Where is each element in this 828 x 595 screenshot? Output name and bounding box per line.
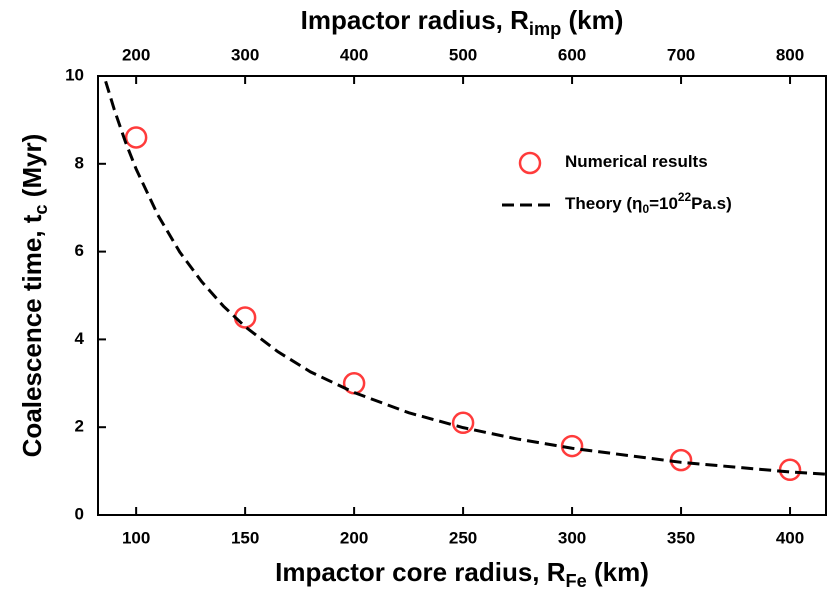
data-point <box>233 306 257 329</box>
x-axis-title-part: (km) <box>587 557 649 587</box>
legend-label-part: Numerical results <box>565 152 708 171</box>
x-tick-label: 350 <box>667 528 695 547</box>
y-tick-label: 8 <box>75 153 84 172</box>
x2-axis-title: Impactor radius, Rimp (km) <box>301 5 624 39</box>
y-axis-title-part: Coalescence time, t <box>17 214 47 457</box>
data-point <box>124 126 148 149</box>
x-axis-title: Impactor core radius, RFe (km) <box>275 557 649 591</box>
legend-label: Theory (η0=1022Pa.s) <box>565 190 732 216</box>
x2-tick-label: 400 <box>340 45 368 64</box>
x2-tick-label: 500 <box>449 45 477 64</box>
y-tick-label: 10 <box>65 65 84 84</box>
x-tick-label: 300 <box>558 528 586 547</box>
x2-axis-title-part: (km) <box>561 5 623 35</box>
x2-tick-label: 200 <box>122 45 150 64</box>
legend-label-part: Theory (η <box>565 194 642 213</box>
y-axis-title-part: (Myr) <box>17 134 47 205</box>
data-point <box>778 458 802 482</box>
legend-label-part: =10 <box>649 194 678 213</box>
x2-tick-label: 600 <box>558 45 586 64</box>
x-axis-title-part: Fe <box>566 571 587 591</box>
y-axis-title: Coalescence time, tc (Myr) <box>17 134 51 458</box>
plot-frame <box>97 75 827 516</box>
x-axis-title-part: Impactor core radius, R <box>275 557 566 587</box>
legend-label-part: Pa.s) <box>691 194 732 213</box>
y-tick-label: 6 <box>75 241 84 260</box>
x-tick-label: 250 <box>449 528 477 547</box>
x-tick-label: 150 <box>231 528 259 547</box>
x2-axis-title-part: Impactor radius, R <box>301 5 529 35</box>
data-point <box>451 411 475 435</box>
x-tick-label: 400 <box>776 528 804 547</box>
x2-tick-label: 700 <box>667 45 695 64</box>
theory-curve <box>104 80 826 476</box>
x-tick-label: 100 <box>122 528 150 547</box>
x2-axis-title-part: imp <box>529 19 561 39</box>
y-axis-title-part: c <box>31 204 51 214</box>
legend-label-part: 22 <box>678 190 692 204</box>
data-point <box>560 434 584 458</box>
y-tick-label: 4 <box>75 329 85 348</box>
legend-label: Numerical results <box>565 152 708 171</box>
x2-tick-label: 300 <box>231 45 259 64</box>
x2-tick-label: 800 <box>776 45 804 64</box>
legend-label-part: 0 <box>642 202 649 216</box>
legend-marker <box>518 151 542 175</box>
x-tick-label: 200 <box>340 528 368 547</box>
y-tick-label: 0 <box>75 504 84 523</box>
y-tick-label: 2 <box>75 417 84 436</box>
